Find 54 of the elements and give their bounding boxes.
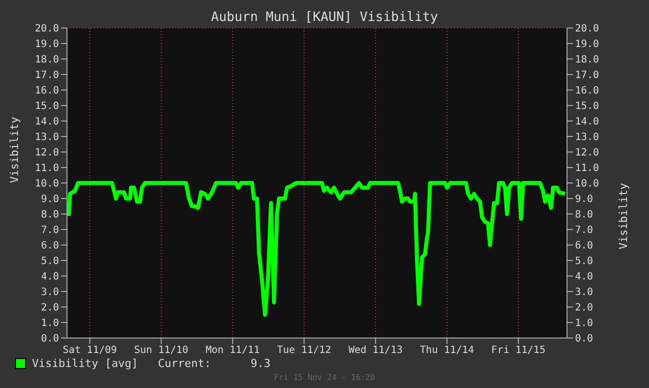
y-tick-label: 13.0 <box>34 132 59 144</box>
x-tick-label: Thu 11/14 <box>420 345 474 356</box>
y-tick-label: 16.0 <box>34 86 59 97</box>
y-tick-label: 15.0 <box>34 101 59 112</box>
y-tick-label: 5.0 <box>40 256 59 268</box>
x-tick-label: Sun 11/10 <box>134 345 188 356</box>
y2-tick-label: 14.0 <box>575 116 600 128</box>
y2-tick-label: 10.0 <box>575 178 600 190</box>
y2-tick-label: 3.0 <box>575 287 594 298</box>
x-tick-label: Fri 11/15 <box>491 345 546 356</box>
y-tick-label: 0.0 <box>40 334 59 345</box>
y2-tick-label: 17.0 <box>575 70 600 82</box>
y2-tick-label: 7.0 <box>575 225 594 236</box>
y2-tick-label: 4.0 <box>575 272 594 283</box>
x-tick-label: Wed 11/13 <box>348 345 403 356</box>
y2-tick-label: 6.0 <box>575 240 594 252</box>
x-tick-label: Sat 11/09 <box>62 345 117 356</box>
y2-tick-label: 18.0 <box>575 54 600 66</box>
y2-tick-label: 13.0 <box>575 132 600 144</box>
chart-title: Auburn Muni [KAUN] Visibility <box>210 10 439 25</box>
y-tick-label: 17.0 <box>34 70 59 82</box>
y-tick-label: 4.0 <box>40 272 59 283</box>
y2-tick-label: 9.0 <box>575 194 594 206</box>
y2-tick-label: 8.0 <box>575 210 594 221</box>
y-tick-label: 9.0 <box>40 194 59 206</box>
y2-tick-label: 0.0 <box>575 334 594 345</box>
y-tick-label: 11.0 <box>34 163 59 174</box>
y2-tick-label: 20.0 <box>575 24 600 35</box>
y-tick-label: 12.0 <box>34 148 59 159</box>
y2-tick-label: 12.0 <box>575 148 600 159</box>
y-tick-label: 20.0 <box>34 24 59 35</box>
y-axis-title: Visibility <box>8 116 21 183</box>
y2-tick-label: 5.0 <box>575 256 594 268</box>
y2-tick-label: 19.0 <box>575 39 600 50</box>
y-tick-label: 10.0 <box>34 178 59 190</box>
y2-axis-title: Visibility <box>616 182 630 250</box>
y-tick-label: 8.0 <box>40 210 59 221</box>
y2-tick-label: 15.0 <box>575 101 600 112</box>
y2-tick-label: 2.0 <box>575 302 594 314</box>
x-tick-label: Mon 11/11 <box>206 345 260 356</box>
y-tick-label: 18.0 <box>34 54 59 66</box>
y-tick-label: 3.0 <box>40 287 59 298</box>
y2-tick-label: 16.0 <box>575 86 600 97</box>
legend-label: Visibility [avg] <box>32 356 138 370</box>
x-tick-label: Tue 11/12 <box>277 345 332 356</box>
y-tick-label: 1.0 <box>40 318 59 330</box>
text: Current: 9.3 <box>158 356 271 370</box>
y-tick-label: 14.0 <box>34 116 59 128</box>
y2-tick-label: 11.0 <box>575 163 600 174</box>
y2-tick-label: 1.0 <box>575 318 594 330</box>
y-tick-label: 2.0 <box>40 302 59 314</box>
y-tick-label: 19.0 <box>34 39 59 50</box>
y-tick-label: 6.0 <box>40 240 59 252</box>
y-tick-label: 7.0 <box>40 225 59 236</box>
